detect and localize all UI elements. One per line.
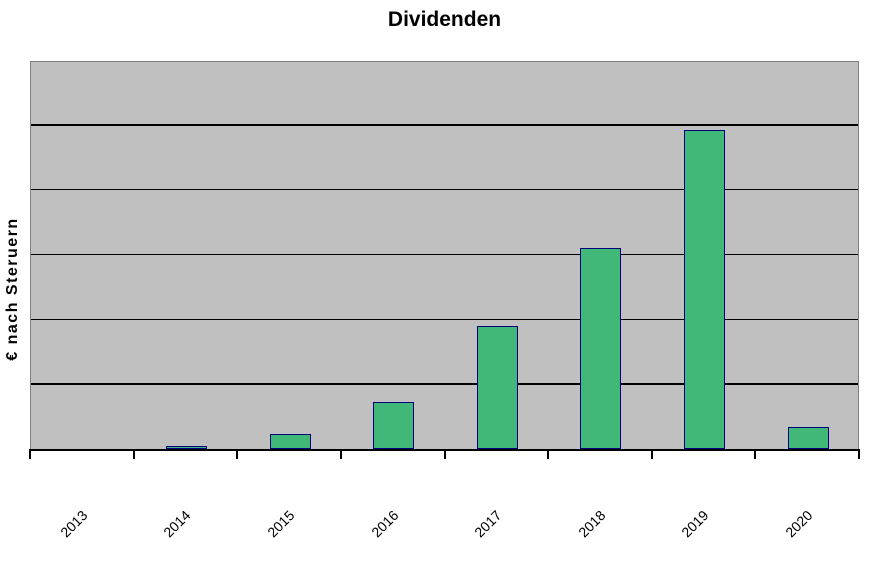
x-axis-tick (132, 451, 135, 459)
x-axis-label-2017: 2017 (471, 507, 505, 541)
x-axis-label-2018: 2018 (574, 507, 609, 541)
x-axis-tick (339, 451, 342, 459)
plot-area (30, 61, 859, 450)
x-axis-tick (754, 451, 757, 459)
x-axis-label-2013: 2013 (56, 507, 91, 541)
x-axis-label-2019: 2019 (678, 507, 712, 541)
bar-2014 (165, 445, 207, 449)
bar-2016 (373, 401, 415, 449)
x-axis-label-2020: 2020 (782, 507, 816, 541)
bar-2019 (684, 130, 726, 449)
x-axis-tick (443, 451, 446, 459)
bar-2020 (787, 426, 829, 449)
bar-2018 (580, 248, 622, 449)
gridline (31, 383, 858, 385)
x-axis-tick (650, 451, 653, 459)
x-axis-tick (236, 451, 239, 459)
x-axis-tick (858, 451, 860, 459)
x-axis-label-2016: 2016 (367, 507, 402, 541)
x-axis-line (29, 449, 860, 451)
gridline (31, 253, 858, 256)
gridline (31, 124, 858, 126)
x-axis-label-2014: 2014 (160, 507, 194, 541)
bar-2017 (476, 325, 518, 449)
bar-2015 (269, 434, 311, 449)
chart-title: Dividenden (387, 8, 502, 31)
x-axis-tick (29, 451, 31, 459)
gridline (31, 318, 858, 321)
x-axis-label-2015: 2015 (264, 507, 298, 541)
y-axis-title-text: € nach Steruern (4, 217, 21, 361)
x-axis-tick (547, 451, 550, 459)
gridline (31, 188, 858, 191)
